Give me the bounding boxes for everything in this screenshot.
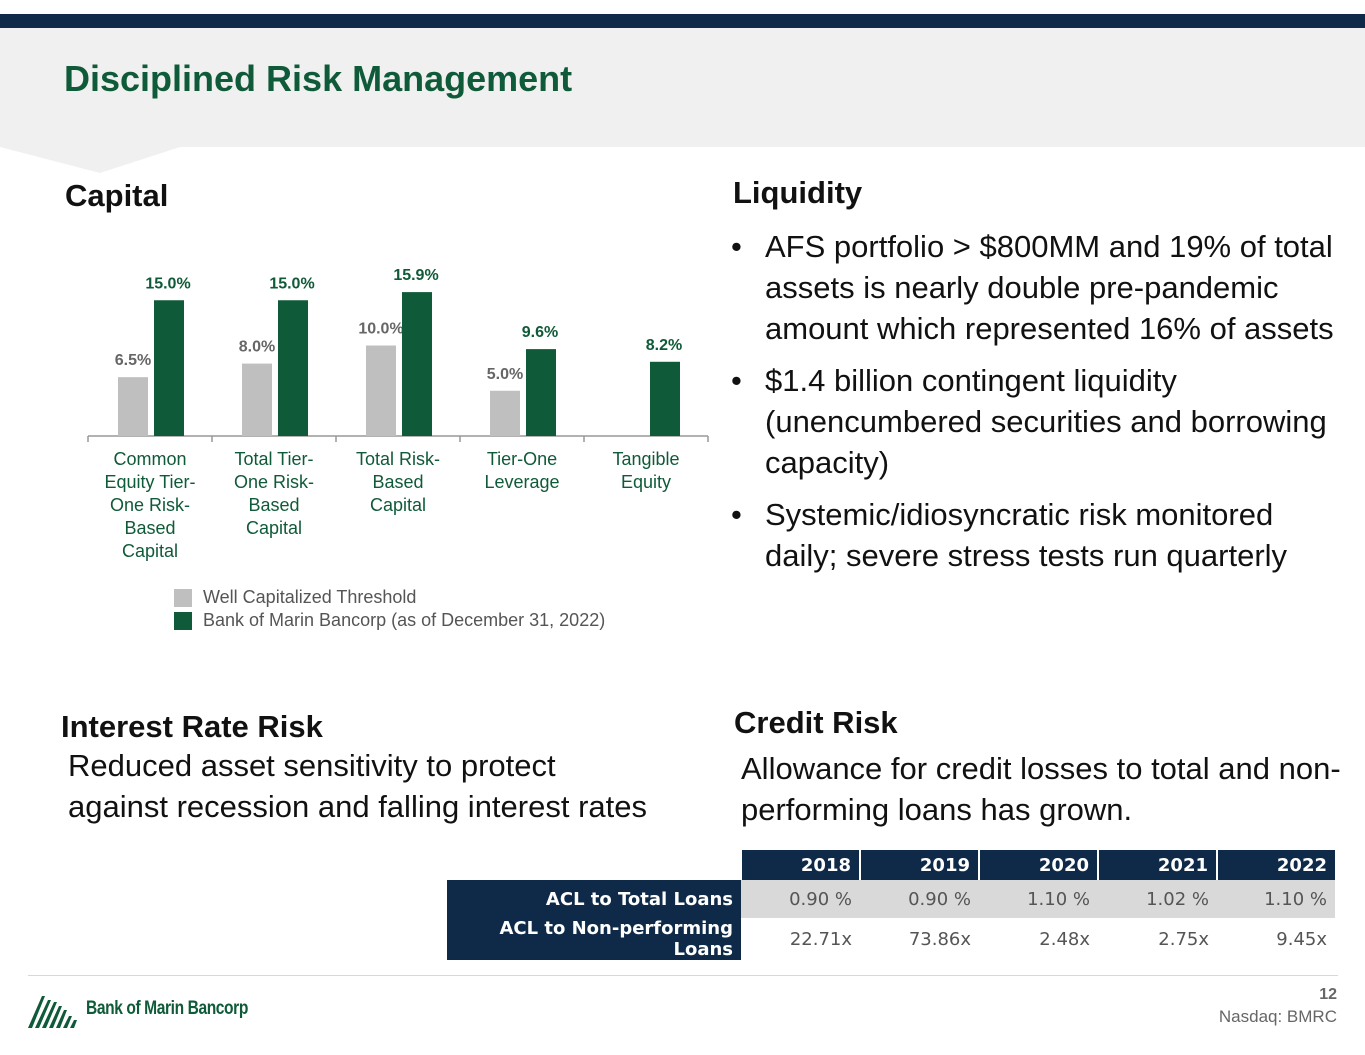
category-label: Leverage [484, 472, 559, 492]
bar-bmrc [526, 349, 556, 436]
legend-item-bmrc: Bank of Marin Bancorp (as of December 31… [174, 609, 605, 632]
category-label: Total Tier- [234, 449, 313, 469]
page-number: 12 [1319, 986, 1337, 1003]
liquidity-bullet: • AFS portfolio > $800MM and 19% of total… [731, 229, 1334, 346]
year-header: 2022 [1216, 850, 1335, 880]
category-label: Tangible [612, 449, 679, 469]
bar-threshold [242, 363, 272, 436]
interest-rate-heading: Interest Rate Risk [61, 709, 323, 744]
credit-text: Allowance for credit losses to total and… [741, 751, 1341, 827]
table-cell: 1.10 % [979, 880, 1098, 918]
legend-item-threshold: Well Capitalized Threshold [174, 586, 605, 609]
bar-bmrc [278, 300, 308, 436]
year-header: 2020 [978, 850, 1098, 880]
chart-legend: Well Capitalized Threshold Bank of Marin… [174, 586, 605, 632]
data-label: 9.6% [522, 324, 558, 341]
data-label: 10.0% [358, 321, 403, 338]
interest-rate-text: Reduced asset sensitivity to protect aga… [68, 748, 647, 824]
bar-bmrc [154, 300, 184, 436]
liquidity-bullets: • AFS portfolio > $800MM and 19% of total… [731, 226, 1341, 587]
liquidity-heading: Liquidity [733, 175, 863, 210]
credit-heading: Credit Risk [734, 705, 898, 740]
table-cell: 1.02 % [1098, 880, 1217, 918]
table-row: ACL to Total Loans 0.90 % 0.90 % 1.10 % … [447, 880, 1335, 918]
logo-mark-icon [28, 996, 77, 1028]
category-label: Equity Tier- [104, 472, 195, 492]
liquidity-bullet: • Systemic/idiosyncratic risk monitored d… [731, 497, 1288, 573]
category-label: Equity [621, 472, 671, 492]
data-label: 8.0% [239, 339, 275, 356]
legend-label-bmrc: Bank of Marin Bancorp (as of December 31… [203, 610, 606, 630]
data-label: 15.0% [269, 275, 314, 292]
legend-swatch-gray [174, 588, 192, 607]
category-label: One Risk- [234, 472, 314, 492]
top-bar [0, 14, 1365, 28]
title-band [0, 28, 1365, 147]
table-cell: 2.48x [979, 918, 1098, 960]
bar-bmrc [650, 361, 680, 436]
ticker-symbol: Nasdaq: BMRC [1218, 1007, 1337, 1026]
bar-threshold [490, 390, 520, 436]
page-title: Disciplined Risk Management [64, 58, 573, 99]
category-label: Capital [370, 495, 426, 515]
table-cell: 73.86x [860, 918, 979, 960]
table-cell: 1.10 % [1217, 880, 1335, 918]
category-label: Based [124, 518, 175, 538]
year-header: 2018 [740, 850, 860, 880]
data-label: 5.0% [487, 366, 523, 383]
footer-divider [28, 975, 1338, 976]
row-label: ACL to Total Loans [447, 880, 741, 918]
legend-swatch-green [174, 611, 192, 630]
data-label: 8.2% [646, 337, 682, 354]
table-cell: 2.75x [1098, 918, 1217, 960]
table-cell: 22.71x [741, 918, 860, 960]
data-label: 6.5% [115, 352, 151, 369]
legend-label-threshold: Well Capitalized Threshold [203, 587, 417, 607]
category-label: Based [248, 495, 299, 515]
bar-threshold [366, 345, 396, 436]
data-label: 15.9% [393, 267, 438, 284]
data-label: 15.0% [145, 275, 190, 292]
category-label: Capital [122, 541, 178, 561]
category-label: Tier-One [487, 449, 557, 469]
capital-heading: Capital [65, 178, 169, 213]
year-header: 2021 [1097, 850, 1217, 880]
year-header: 2019 [859, 850, 979, 880]
bar-threshold [118, 377, 148, 436]
capital-ratio-chart: 6.5% 15.0% Common Equity Tier- One Risk- Base… [87, 267, 709, 561]
acl-table: 2018 2019 2020 2021 2022 ACL to Total Lo… [447, 850, 1335, 960]
table-row: ACL to Non-performing Loans 22.71x 73.86… [447, 918, 1335, 960]
row-label: ACL to Non-performing Loans [447, 918, 741, 960]
liquidity-bullet: • $1.4 billion contingent liquidity (unen… [731, 363, 1327, 480]
table-cell: 0.90 % [860, 880, 979, 918]
table-header-row: 2018 2019 2020 2021 2022 [447, 850, 1335, 880]
category-label: Capital [246, 518, 302, 538]
table-cell: 0.90 % [741, 880, 860, 918]
bar-bmrc [402, 292, 432, 436]
category-label: Total Risk- [356, 449, 440, 469]
category-label: Based [372, 472, 423, 492]
company-logo: Bank of Marin Bancorp [28, 990, 283, 1028]
category-label: One Risk- [110, 495, 190, 515]
category-label: Common [113, 449, 186, 469]
title-band-notch [0, 147, 230, 173]
logo-text: Bank of Marin Bancorp [86, 998, 248, 1019]
table-cell: 9.45x [1217, 918, 1335, 960]
